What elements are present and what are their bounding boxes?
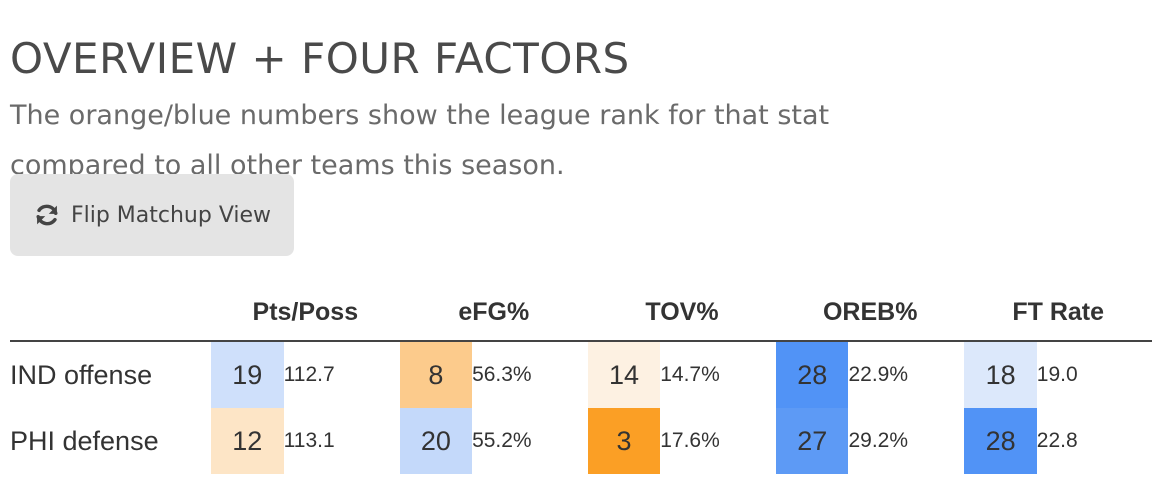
stat-value: 22.8	[1036, 429, 1078, 452]
rank-badge: 27	[776, 408, 849, 474]
header-spacer	[10, 284, 211, 342]
stat-value: 55.2%	[472, 429, 532, 452]
column-header-efg: eFG%	[399, 284, 588, 342]
column-header-tov: TOV%	[587, 284, 777, 342]
column-header-pts-poss: Pts/Poss	[210, 284, 400, 342]
rank-badge: 18	[964, 341, 1037, 408]
row-label: PHI defense	[10, 425, 159, 456]
flip-matchup-button[interactable]: Flip Matchup View	[10, 174, 294, 256]
column-header-ft-rate: FT Rate	[964, 284, 1152, 342]
rank-badge: 19	[210, 341, 284, 408]
stat-value: 14.7%	[660, 363, 720, 386]
stat-value: 112.7	[283, 363, 335, 386]
rank-badge: 8	[399, 341, 473, 408]
stat-value: 19.0	[1036, 363, 1078, 386]
table-header-row: Pts/Poss eFG% TOV% OREB% FT Rate	[10, 284, 1152, 342]
rank-badge: 3	[587, 408, 661, 474]
stat-value: 56.3%	[472, 363, 532, 386]
flip-matchup-label: Flip Matchup View	[70, 202, 272, 228]
stat-value: 17.6%	[660, 429, 720, 452]
rank-badge: 12	[210, 408, 284, 474]
rank-badge: 20	[399, 408, 473, 474]
stat-value: 113.1	[283, 429, 335, 452]
table-row: IND offense 19 112.7 8 56.3% 14 14.7% 28…	[10, 341, 1152, 408]
stat-value: 22.9%	[848, 363, 909, 386]
rank-badge: 28	[776, 341, 849, 408]
row-label: IND offense	[10, 359, 153, 390]
table-row: PHI defense 12 113.1 20 55.2% 3 17.6% 27…	[10, 408, 1152, 474]
column-header-oreb: OREB%	[776, 284, 965, 342]
four-factors-table: Pts/Poss eFG% TOV% OREB% FT Rate IND off…	[10, 284, 1152, 474]
rank-badge: 28	[964, 408, 1037, 474]
stat-value: 29.2%	[848, 429, 909, 452]
rank-badge: 14	[587, 341, 661, 408]
refresh-icon	[33, 201, 61, 229]
page-title: OVERVIEW + FOUR FACTORS	[10, 34, 630, 84]
page-subtitle: The orange/blue numbers show the league …	[10, 100, 830, 181]
